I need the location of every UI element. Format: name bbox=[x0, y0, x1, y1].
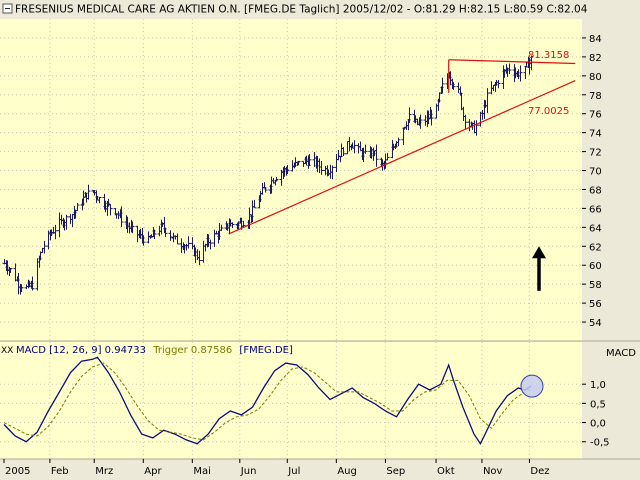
x-tick-label: Sep bbox=[386, 466, 405, 477]
x-tick-label: Okt bbox=[437, 466, 455, 477]
price-y-tick-label: 66 bbox=[589, 204, 602, 215]
x-tick-label: Jul bbox=[287, 466, 300, 477]
x-tick-label: Nov bbox=[483, 466, 503, 477]
trendline bbox=[448, 59, 576, 65]
macd-line bbox=[3, 356, 532, 446]
price-y-tick-label: 74 bbox=[589, 129, 602, 140]
macd-annotations bbox=[520, 374, 544, 398]
x-tick-label: Apr bbox=[144, 466, 162, 477]
macd-legend-text: MACD [12, 26, 9] 0.94733 Trigger 0.87586… bbox=[16, 345, 293, 356]
price-y-tick-label: 82 bbox=[589, 53, 602, 64]
trendlines: 77.0025 81.3158 bbox=[228, 50, 576, 235]
macd-legend: XX MACD [12, 26, 9] 0.94733 Trigger 0.87… bbox=[1, 345, 293, 356]
trendline bbox=[228, 80, 576, 235]
price-gridlines bbox=[0, 19, 582, 341]
price-plot-area bbox=[0, 19, 582, 341]
price-y-tick-label: 54 bbox=[589, 318, 602, 329]
price-y-tick-label: 64 bbox=[589, 223, 602, 234]
price-y-tick-label: 76 bbox=[589, 110, 602, 121]
price-y-tick-label: 78 bbox=[589, 91, 602, 102]
macd-y-tick-label: 1,0 bbox=[590, 380, 606, 391]
macd-axis-title: MACD bbox=[606, 348, 636, 359]
price-y-tick-label: 62 bbox=[589, 242, 602, 253]
expand-icon[interactable]: XX bbox=[1, 346, 13, 356]
price-y-tick-label: 56 bbox=[589, 299, 602, 310]
trendline-label: 81.3158 bbox=[528, 50, 569, 61]
price-y-tick-label: 70 bbox=[589, 167, 602, 178]
trendline-label: 77.0025 bbox=[528, 106, 569, 117]
trigger-legend-label: Trigger 0.87586 bbox=[152, 345, 232, 356]
price-y-axis: 54 56 58 60 62 64 66 68 70 72 74 76 78 80 82 84 bbox=[582, 34, 602, 329]
x-tick-label: Mrz bbox=[95, 466, 113, 477]
price-y-tick-label: 68 bbox=[589, 185, 602, 196]
highlight-circle bbox=[520, 374, 544, 398]
price-y-tick-label: 84 bbox=[589, 34, 602, 45]
price-chart-title: FRESENIUS MEDICAL CARE AG AKTIEN O.N. [F… bbox=[15, 4, 588, 16]
macd-legend-label: MACD [12, 26, 9] 0.94733 bbox=[16, 345, 146, 356]
price-y-tick-label: 60 bbox=[589, 261, 602, 272]
macd-y-axis: -0,5 0,0 0,5 1,0 bbox=[582, 380, 610, 449]
x-tick-label: Dez bbox=[530, 466, 549, 477]
x-tick-label: Aug bbox=[337, 466, 357, 477]
price-y-tick-label: 58 bbox=[589, 280, 602, 291]
macd-plot-area bbox=[0, 342, 582, 459]
price-y-tick-label: 80 bbox=[589, 72, 602, 83]
price-y-tick-label: 72 bbox=[589, 148, 602, 159]
x-tick-label: Jun bbox=[240, 466, 257, 477]
macd-y-tick-label: 0,5 bbox=[590, 399, 606, 410]
legend-symbol: [FMEG.DE] bbox=[239, 345, 293, 356]
macd-y-tick-label: -0,5 bbox=[590, 438, 610, 449]
macd-series bbox=[3, 356, 532, 446]
macd-gridlines bbox=[0, 342, 582, 459]
trigger-line bbox=[3, 362, 532, 441]
x-axis: 2005 Feb Mrz Apr Mai Jun Jul Aug Sep Okt Nov Dez bbox=[3, 459, 550, 477]
price-panel-header: FRESENIUS MEDICAL CARE AG AKTIEN O.N. [F… bbox=[2, 3, 588, 16]
price-annotations bbox=[532, 246, 546, 291]
x-tick-label: 2005 bbox=[5, 466, 30, 477]
up-arrow-head bbox=[532, 246, 546, 259]
macd-y-tick-label: 0,0 bbox=[590, 419, 606, 430]
x-tick-label: Feb bbox=[51, 466, 69, 477]
price-ohlc-bars bbox=[2, 55, 534, 295]
x-tick-label: Mai bbox=[193, 466, 211, 477]
